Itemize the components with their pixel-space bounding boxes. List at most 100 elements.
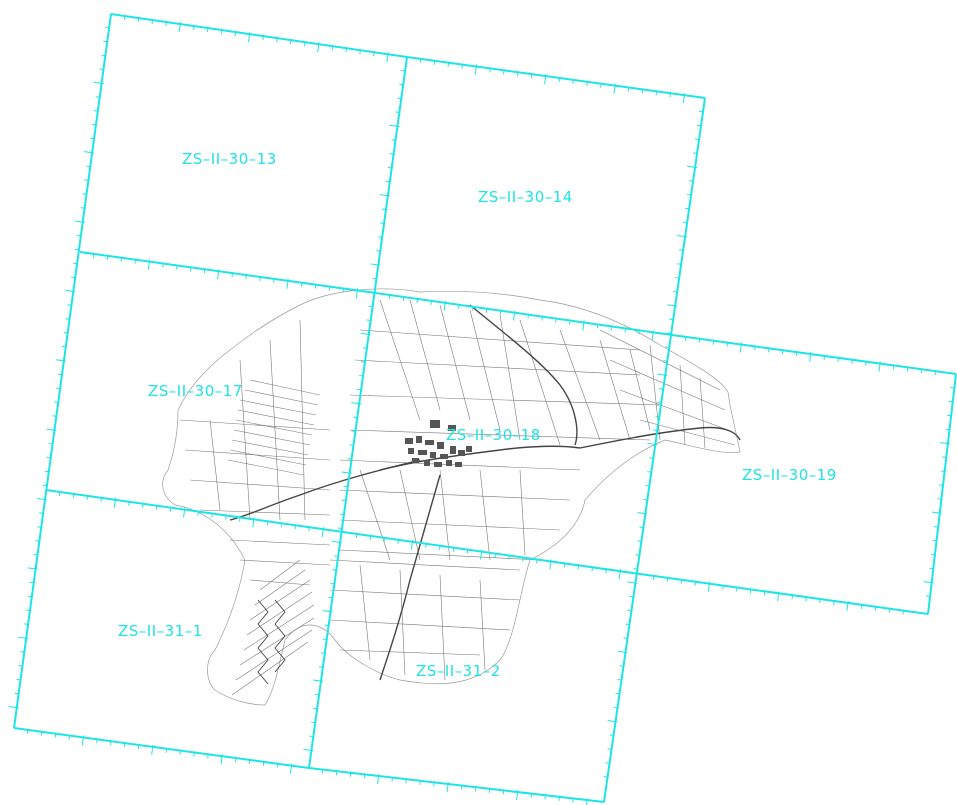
grid-tick (568, 319, 571, 325)
grid-tick (558, 76, 561, 83)
grid-tick (391, 139, 397, 141)
grid-tick (410, 539, 414, 550)
sheet-label-zs-ii-30-18: ZS–II–30–18 (446, 426, 541, 444)
grid-tick (56, 387, 62, 390)
grid-tick (211, 512, 213, 518)
grid-tick (197, 510, 200, 516)
grid-tick (937, 498, 943, 500)
grid-tick (768, 347, 770, 353)
grid-tick (339, 513, 345, 516)
grid-tick (103, 40, 109, 43)
grid-tick (155, 504, 158, 510)
grid-tick (666, 576, 669, 582)
grid-tick (360, 332, 371, 336)
grid-tick (906, 366, 909, 372)
east-road (579, 426, 741, 449)
grid-tick (46, 428, 57, 431)
grid-tick (502, 789, 505, 795)
grid-tick (665, 346, 671, 349)
grid-tick (892, 364, 895, 370)
grid-tick (736, 586, 738, 592)
grid-tick (647, 442, 658, 446)
grid-tick (633, 568, 639, 570)
grid-tick (91, 123, 97, 126)
grid-tick (355, 532, 358, 538)
grid-tick (942, 456, 948, 459)
grid-tick (376, 250, 382, 252)
grid-tick (29, 581, 35, 584)
grid-line (342, 531, 641, 575)
grid-tick (189, 266, 192, 272)
grid-tick (657, 401, 663, 404)
grid-tick (653, 429, 659, 432)
grid-tick (52, 415, 58, 417)
grid-tick (617, 650, 628, 654)
grid-tick (151, 18, 154, 25)
grid-tick (362, 347, 368, 349)
grid-tick (920, 368, 923, 374)
grid-tick (948, 400, 954, 403)
grid-tick (92, 252, 95, 258)
grid-tick (387, 166, 393, 169)
grid-tick (652, 574, 655, 580)
grid-tick (395, 111, 401, 114)
grid-tick (289, 763, 293, 774)
grid-tick (106, 254, 109, 260)
grid-tick (341, 499, 347, 502)
grid-tick (381, 208, 388, 211)
sheet-grid (8, 13, 957, 805)
grid-tick (123, 741, 126, 748)
grid-tick (81, 735, 85, 746)
grid-tick (682, 93, 686, 104)
grid-tick (389, 153, 395, 155)
grid-tick (950, 386, 956, 389)
grid-tick (368, 305, 374, 308)
west-road (229, 459, 421, 521)
grid-tick (443, 300, 447, 311)
grid-line (927, 373, 957, 615)
grid-tick (231, 272, 234, 278)
grid-tick (874, 605, 877, 611)
parcel-grid-west (179, 319, 331, 586)
grid-tick (527, 313, 530, 319)
grid-line (308, 767, 605, 803)
grid-tick (39, 512, 45, 515)
grid-tick (591, 566, 594, 572)
grid-tick (707, 581, 711, 592)
grid-tick (659, 387, 665, 390)
grid-tick (134, 258, 137, 264)
grid-tick (42, 484, 48, 487)
grid-tick (586, 798, 588, 805)
grid-tick (402, 295, 405, 301)
sheet-label-zs-ii-30-19: ZS–II–30–19 (742, 466, 837, 484)
grid-tick (334, 555, 340, 557)
grid-tick (290, 39, 292, 45)
grid-tick (72, 492, 75, 498)
grid-tick (667, 304, 678, 307)
grid-tick (399, 83, 405, 86)
grid-tick (499, 309, 502, 315)
grid-tick (837, 356, 840, 362)
grid-tick (193, 751, 195, 757)
grid-tick (84, 151, 95, 154)
grid-tick (95, 96, 101, 98)
grid-tick (377, 773, 380, 785)
grid-tick (262, 760, 265, 766)
grid-tick (372, 277, 378, 280)
grid-tick (322, 610, 333, 613)
grid-tick (607, 748, 613, 750)
grid-tick (93, 110, 99, 112)
grid-tick (303, 748, 314, 752)
grid-tick (165, 20, 168, 27)
grid-tick (247, 32, 251, 43)
grid-tick (311, 721, 317, 724)
grid-tick (613, 83, 616, 94)
grid-tick (343, 485, 349, 488)
grid-tick (860, 603, 863, 609)
grid-tick (165, 747, 168, 753)
grid-tick (600, 82, 602, 88)
grid-tick (86, 165, 92, 168)
grid-tick (663, 360, 669, 362)
grid-tick (176, 264, 178, 270)
grid-tick (446, 781, 449, 793)
